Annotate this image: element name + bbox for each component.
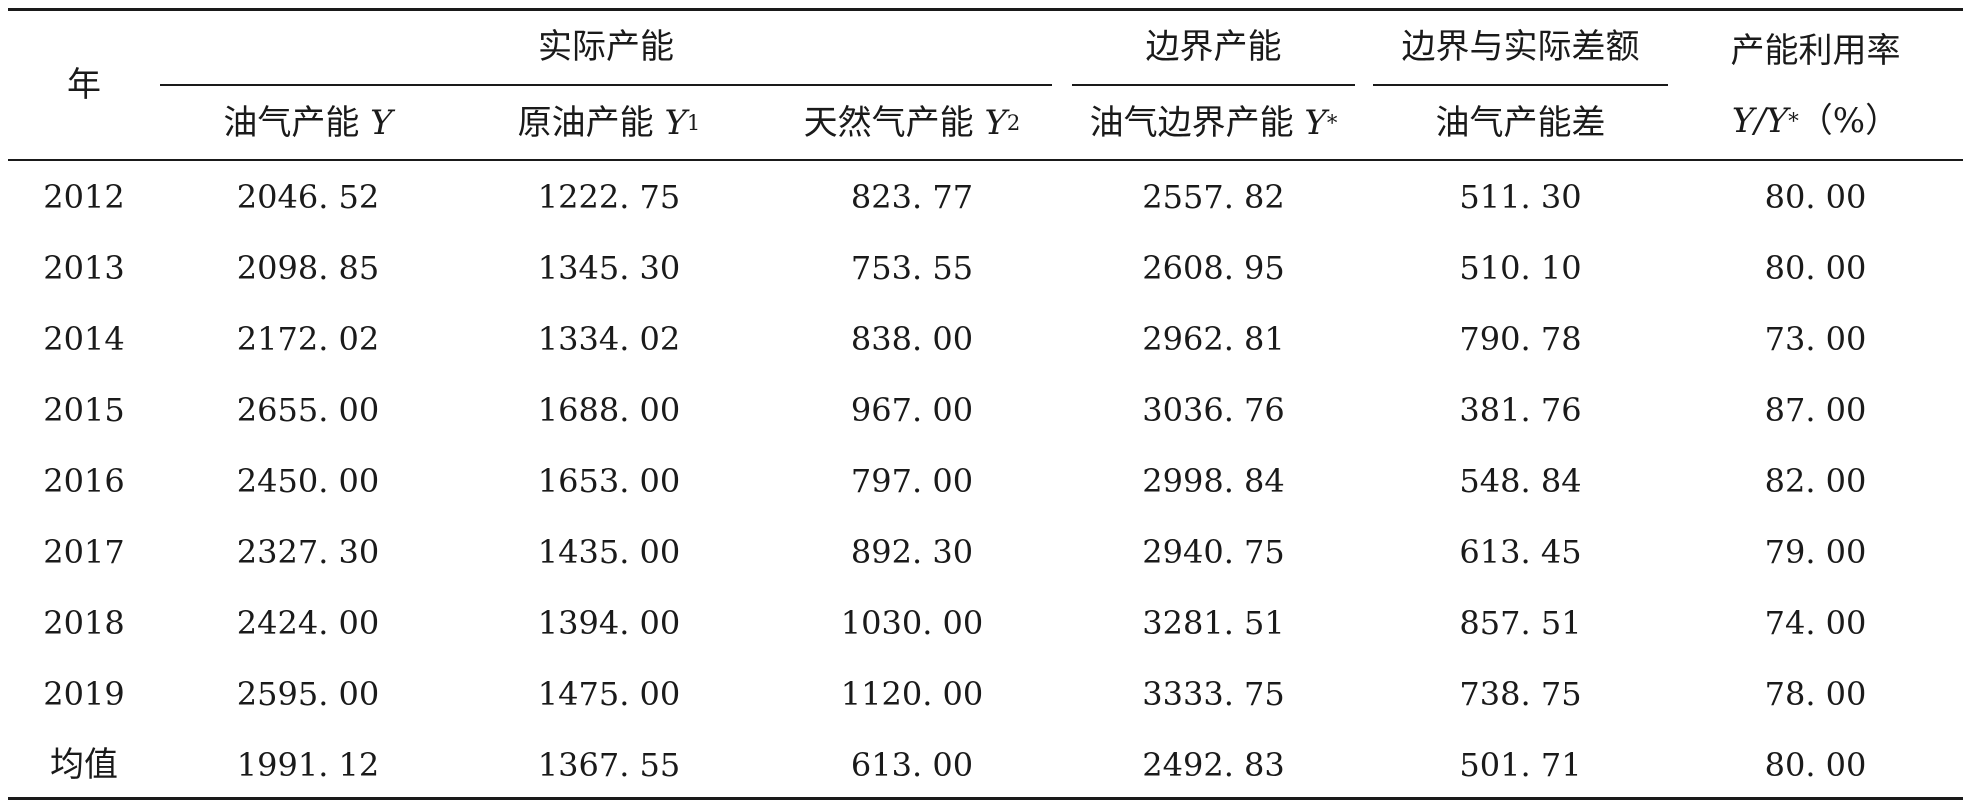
header-marginal-label: 油气边界产能 <box>1089 102 1294 143</box>
header-utilization-formula: Y/Y * （%） <box>1731 100 1900 141</box>
cell-capacity-diff: 501. 71 <box>1459 746 1582 784</box>
header-crude-label: 原油产能 <box>517 102 654 143</box>
cell-gas-capacity: 1120. 00 <box>840 675 984 713</box>
header-util-unit: （%） <box>1798 100 1900 141</box>
cell-capacity-diff: 613. 45 <box>1459 533 1582 571</box>
header-util-group: 产能利用率 <box>1730 31 1901 71</box>
cell-utilization: 79. 00 <box>1764 533 1867 571</box>
cell-oil-gas-capacity: 2098. 85 <box>236 249 380 287</box>
cell-crude-capacity: 1653. 00 <box>537 462 681 500</box>
header-diff-group: 边界与实际差额 <box>1401 27 1640 67</box>
cell-year: 均值 <box>50 745 118 785</box>
cell-year: 2014 <box>43 320 125 358</box>
cell-crude-capacity: 1367. 55 <box>537 746 681 784</box>
cell-crude-capacity: 1345. 30 <box>537 249 681 287</box>
cell-oil-gas-capacity: 2046. 52 <box>236 178 380 216</box>
header-marginal-group: 边界产能 <box>1145 27 1282 67</box>
cell-utilization: 80. 00 <box>1764 746 1867 784</box>
cell-oil-gas-capacity: 2172. 02 <box>236 320 380 358</box>
cell-year: 2017 <box>43 533 125 571</box>
cell-year: 2018 <box>43 604 125 642</box>
cell-oil-gas-capacity: 2450. 00 <box>236 462 380 500</box>
diff-group-underline <box>1373 84 1668 86</box>
cell-marginal-capacity: 2608. 95 <box>1142 249 1285 287</box>
cell-oil-gas-capacity: 2595. 00 <box>236 675 380 713</box>
cell-utilization: 80. 00 <box>1764 249 1867 287</box>
cell-year: 2015 <box>43 391 125 429</box>
cell-marginal-capacity: 3281. 51 <box>1142 604 1285 642</box>
cell-gas-capacity: 967. 00 <box>850 391 974 429</box>
cell-utilization: 80. 00 <box>1764 178 1867 216</box>
cell-marginal-capacity: 2557. 82 <box>1142 178 1285 216</box>
cell-year: 2012 <box>43 178 125 216</box>
header-oil-gas-label: 油气产能 <box>223 102 360 143</box>
cell-oil-gas-capacity: 2424. 00 <box>236 604 380 642</box>
cell-utilization: 87. 00 <box>1764 391 1867 429</box>
cell-gas-capacity: 1030. 00 <box>840 604 984 642</box>
cell-marginal-capacity: 2962. 81 <box>1142 320 1285 358</box>
cell-capacity-diff: 738. 75 <box>1459 675 1582 713</box>
cell-gas-capacity: 613. 00 <box>850 746 974 784</box>
header-oil-gas-capacity: 油气产能 Y <box>160 86 456 159</box>
cell-crude-capacity: 1435. 00 <box>537 533 681 571</box>
cell-oil-gas-capacity: 2327. 30 <box>236 533 380 571</box>
header-capacity-diff: 油气产能差 <box>1435 102 1606 143</box>
header-crude-symbol: Y <box>664 102 687 143</box>
cell-oil-gas-capacity: 2655. 00 <box>236 391 380 429</box>
header-gas-label: 天然气产能 <box>803 102 974 143</box>
cell-year: 2016 <box>43 462 125 500</box>
header-actual-group: 实际产能 <box>538 27 674 67</box>
cell-capacity-diff: 548. 84 <box>1459 462 1582 500</box>
cell-capacity-diff: 790. 78 <box>1459 320 1582 358</box>
cell-crude-capacity: 1688. 00 <box>537 391 681 429</box>
marginal-group-underline <box>1072 84 1355 86</box>
cell-capacity-diff: 511. 30 <box>1459 178 1582 216</box>
cell-marginal-capacity: 2492. 83 <box>1142 746 1285 784</box>
cell-gas-capacity: 797. 00 <box>850 462 974 500</box>
table-top-rule <box>8 8 1963 11</box>
cell-year: 2019 <box>43 675 125 713</box>
cell-gas-capacity: 823. 77 <box>850 178 974 216</box>
cell-capacity-diff: 857. 51 <box>1459 604 1582 642</box>
header-oil-gas-symbol: Y <box>370 102 393 143</box>
cell-marginal-capacity: 3333. 75 <box>1142 675 1285 713</box>
header-util-symbol: Y/Y <box>1731 100 1789 141</box>
header-year: 年 <box>67 64 101 105</box>
cell-utilization: 74. 00 <box>1764 604 1867 642</box>
cell-utilization: 73. 00 <box>1764 320 1867 358</box>
cell-crude-capacity: 1394. 00 <box>537 604 681 642</box>
cell-marginal-capacity: 2998. 84 <box>1142 462 1285 500</box>
actual-group-underline <box>160 84 1052 86</box>
cell-crude-capacity: 1222. 75 <box>537 178 681 216</box>
cell-gas-capacity: 838. 00 <box>850 320 974 358</box>
header-marginal-capacity: 油气边界产能 Y * <box>1089 102 1338 143</box>
header-bottom-rule <box>8 159 1963 161</box>
cell-marginal-capacity: 3036. 76 <box>1142 391 1285 429</box>
cell-crude-capacity: 1475. 00 <box>537 675 681 713</box>
cell-gas-capacity: 892. 30 <box>850 533 974 571</box>
cell-oil-gas-capacity: 1991. 12 <box>236 746 380 784</box>
table-bottom-rule <box>8 797 1963 800</box>
header-gas-symbol: Y <box>984 102 1007 143</box>
cell-utilization: 82. 00 <box>1764 462 1867 500</box>
cell-crude-capacity: 1334. 02 <box>537 320 681 358</box>
cell-gas-capacity: 753. 55 <box>850 249 974 287</box>
header-marginal-symbol: Y <box>1304 102 1327 143</box>
cell-capacity-diff: 510. 10 <box>1459 249 1582 287</box>
cell-capacity-diff: 381. 76 <box>1459 391 1582 429</box>
cell-year: 2013 <box>43 249 125 287</box>
cell-marginal-capacity: 2940. 75 <box>1142 533 1285 571</box>
cell-utilization: 78. 00 <box>1764 675 1867 713</box>
